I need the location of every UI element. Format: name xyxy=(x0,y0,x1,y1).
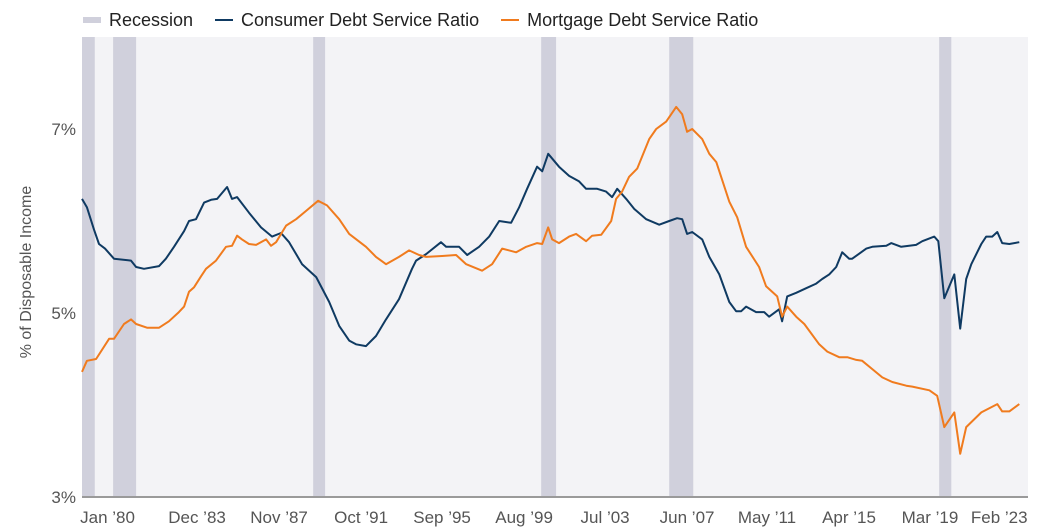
recession-band xyxy=(82,37,95,497)
x-tick-label: Feb ’23 xyxy=(971,508,1028,527)
mortgage-debt-service-line xyxy=(81,105,1020,455)
x-tick-label: Mar ’19 xyxy=(902,508,959,527)
x-tick-label: Dec ’83 xyxy=(168,508,226,527)
recession-band xyxy=(113,37,137,497)
consumer-debt-service-line xyxy=(81,152,1020,348)
x-tick-label: Jul ’03 xyxy=(580,508,629,527)
y-axis-label: % of Disposable Income xyxy=(18,186,35,359)
x-tick-label: Aug ’99 xyxy=(495,508,553,527)
series-lines xyxy=(81,105,1020,455)
recession-band xyxy=(313,37,326,497)
x-tick-label: Oct ’91 xyxy=(334,508,388,527)
consumer-swatch xyxy=(215,19,234,21)
recession-band xyxy=(541,37,557,497)
legend-label-mortgage: Mortgage Debt Service Ratio xyxy=(527,9,759,30)
x-tick-label: Sep ’95 xyxy=(413,508,471,527)
x-tick-label: Jun ’07 xyxy=(660,508,715,527)
x-tick-label: Apr ’15 xyxy=(822,508,876,527)
y-tick-label: 7% xyxy=(51,120,76,139)
mortgage-swatch xyxy=(501,19,520,21)
legend-item-recession: Recession xyxy=(83,10,193,31)
y-tick-label: 3% xyxy=(51,488,76,507)
x-tick-label: May ’11 xyxy=(738,508,796,527)
recession-band xyxy=(669,37,694,497)
y-axis-ticks: 3% 5% 7% xyxy=(51,120,76,507)
legend-label-recession: Recession xyxy=(109,9,194,30)
legend-label-consumer: Consumer Debt Service Ratio xyxy=(241,9,480,30)
x-tick-label: Nov ’87 xyxy=(250,508,308,527)
legend-item-consumer: Consumer Debt Service Ratio xyxy=(215,10,479,31)
legend-item-mortgage: Mortgage Debt Service Ratio xyxy=(501,10,758,31)
chart-legend: Recession Consumer Debt Service Ratio Mo… xyxy=(83,8,780,32)
recession-bands xyxy=(82,37,952,497)
recession-swatch xyxy=(83,17,101,23)
x-tick-label: Jan ’80 xyxy=(80,508,135,527)
x-axis-ticks: Jan ’80 Dec ’83 Nov ’87 Oct ’91 Sep ’95 Aug ’… xyxy=(80,508,1027,527)
y-tick-label: 5% xyxy=(51,304,76,323)
recession-band xyxy=(939,37,952,497)
